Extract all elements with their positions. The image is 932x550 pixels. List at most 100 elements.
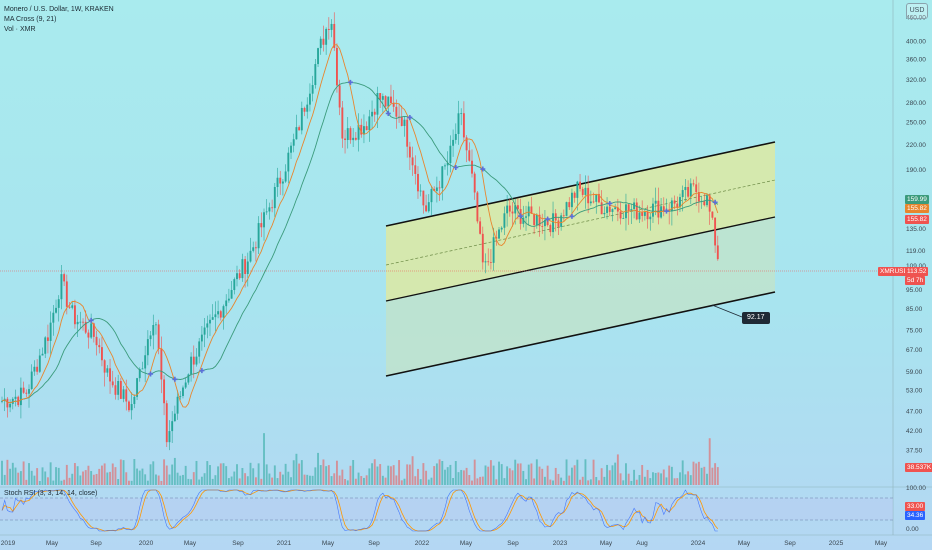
volume-bar (376, 466, 379, 485)
ma-slow-line (1, 81, 719, 404)
volume-bar (522, 470, 525, 485)
volume-bar (206, 461, 209, 485)
currency-button[interactable]: USD (906, 3, 928, 19)
volume-indicator-label[interactable]: Vol · XMR (4, 26, 36, 33)
volume-bar (408, 464, 411, 485)
channel-lower-line[interactable] (385, 216, 776, 302)
volume-bar (487, 466, 490, 485)
volume-bar (341, 469, 344, 485)
candle-body (214, 314, 217, 318)
candle-body (430, 189, 433, 203)
channel-mid-dashed-line[interactable] (385, 179, 776, 266)
volume-bar (589, 479, 592, 485)
volume-bar (184, 465, 187, 485)
candle-body (95, 336, 98, 346)
candle-body (630, 209, 633, 211)
time-tick-label: May (875, 540, 888, 547)
volume-bar (141, 468, 144, 485)
candle-body (63, 274, 66, 282)
volume-bar (646, 469, 649, 485)
candle-body (338, 85, 341, 108)
price-axis[interactable]: 460.00 400.00 360.00 320.00 280.00 250.00 220.… (906, 14, 926, 474)
stoch-rsi-d-line (1, 489, 719, 532)
candle-body (514, 205, 517, 214)
candle-body (92, 323, 95, 337)
volume-bar (192, 472, 195, 485)
volume-bar (103, 463, 106, 485)
volume-bar (616, 454, 619, 485)
candle-body (449, 145, 452, 164)
volume-bar (403, 478, 406, 485)
candle-body (146, 339, 149, 356)
stoch-rsi-k-line (1, 489, 718, 532)
time-tick-label: 2021 (277, 540, 292, 547)
candle-body (79, 321, 82, 323)
candle-body (614, 207, 617, 210)
candle-body (616, 207, 619, 212)
volume-bar (452, 478, 455, 485)
candle-body (1, 401, 3, 402)
ma-cross-indicator-label[interactable]: MA Cross (9, 21) (4, 16, 57, 23)
price-tick-label: 400.00 (906, 39, 926, 46)
time-tick-label: May (738, 540, 751, 547)
volume-bar (3, 474, 6, 485)
volume-bar (195, 460, 198, 485)
volume-bar (576, 459, 579, 485)
candle-body (157, 324, 160, 349)
candle-body (411, 157, 414, 166)
volume-bar (114, 467, 117, 485)
volume-bar (568, 475, 571, 485)
volume-bar (290, 477, 292, 485)
volume-bar (98, 468, 101, 485)
volume-bar (652, 472, 654, 485)
time-tick-label: May (184, 540, 197, 547)
volume-bar (1, 460, 3, 485)
candle-body (425, 205, 428, 212)
stoch-rsi-pane[interactable] (0, 489, 893, 532)
candle-body (468, 150, 471, 161)
volume-bar (106, 472, 109, 485)
stoch-rsi-label[interactable]: Stoch RSI (3, 3, 14, 14, close) (4, 490, 98, 497)
candle-body (473, 173, 476, 193)
candle-body (408, 146, 411, 158)
volume-bar (319, 465, 322, 485)
candle-body (144, 355, 147, 369)
volume-bar (130, 480, 133, 485)
candle-body (163, 379, 166, 404)
channel-bottom-line[interactable] (385, 291, 776, 377)
candle-body (117, 381, 120, 395)
volume-bar (230, 476, 233, 485)
candle-body (206, 323, 209, 328)
candle-body (230, 290, 233, 299)
candle-body (327, 28, 330, 30)
volume-bar (173, 457, 176, 485)
regression-channel[interactable] (385, 141, 776, 377)
candle-body (149, 335, 152, 340)
volume-bar (30, 470, 33, 485)
volume-bar (579, 479, 581, 485)
volume-bar (217, 466, 220, 485)
candle-body (503, 213, 506, 228)
volume-bar (308, 475, 311, 485)
candle-body (290, 145, 292, 153)
volume-bar (92, 474, 95, 485)
candle-body (452, 139, 455, 146)
price-tick-label: 67.00 (906, 347, 923, 354)
candle-body (238, 273, 241, 279)
volume-bar (433, 466, 436, 485)
target-price-label[interactable]: 92.17 (742, 312, 770, 324)
volume-bar (692, 461, 695, 485)
volume-bar (595, 477, 598, 485)
volume-bar (71, 473, 74, 485)
candle-body (130, 404, 133, 411)
rsi-tick-label: 100.00 (906, 485, 926, 492)
ma-fast-value-badge: 159.99 (905, 195, 929, 204)
volume-bar (422, 463, 425, 485)
symbol-title[interactable]: Monero / U.S. Dollar, 1W, KRAKEN (4, 6, 114, 13)
time-axis[interactable]: 2019 May Sep 2020 May Sep 2021 May Sep 2022 May Sep… (1, 540, 888, 547)
volume-bar (627, 473, 630, 485)
candle-body (363, 126, 365, 135)
candle-body (276, 177, 279, 188)
